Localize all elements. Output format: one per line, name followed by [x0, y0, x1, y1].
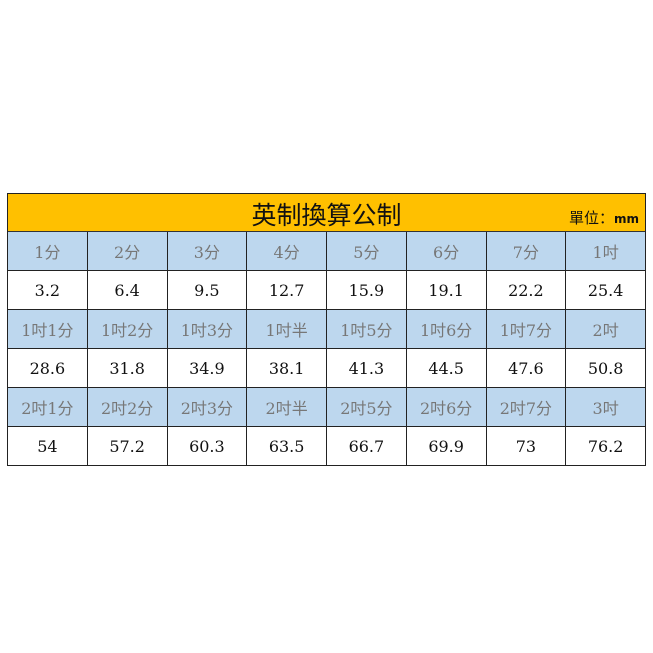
header-cell: 5分 [327, 232, 407, 270]
value-cell: 12.7 [247, 271, 327, 309]
table-title: 英制換算公制 [251, 201, 402, 230]
header-cell: 1吋2分 [87, 310, 168, 348]
header-row: 1吋1分 1吋2分 1吋3分 1吋半 1吋5分 1吋6分 1吋7分 2吋 [8, 310, 645, 349]
unit-prefix: 單位： [568, 209, 614, 227]
header-cell: 2吋半 [247, 388, 327, 426]
header-cell: 2吋1分 [8, 388, 88, 426]
header-cell: 2吋2分 [87, 388, 168, 426]
value-cell: 3.2 [8, 271, 88, 309]
value-cell: 47.6 [486, 349, 567, 387]
unit-label: 單位：mm [569, 207, 639, 228]
header-cell: 4分 [247, 232, 327, 270]
value-cell: 60.3 [167, 427, 248, 465]
value-cell: 63.5 [247, 427, 327, 465]
value-cell: 69.9 [406, 427, 487, 465]
value-cell: 41.3 [327, 349, 407, 387]
value-row: 54 57.2 60.3 63.5 66.7 69.9 73 76.2 [8, 427, 645, 465]
header-cell: 1吋3分 [167, 310, 248, 348]
value-cell: 31.8 [87, 349, 168, 387]
conversion-table: 英制換算公制 單位：mm 1分 2分 3分 4分 5分 6分 7分 1吋 3.2 6.4 9.5 12… [7, 193, 646, 466]
value-cell: 22.2 [486, 271, 567, 309]
header-cell: 3吋 [566, 388, 645, 426]
header-cell: 1吋 [566, 232, 645, 270]
header-cell: 1吋6分 [406, 310, 487, 348]
header-cell: 2分 [87, 232, 168, 270]
header-cell: 1吋半 [247, 310, 327, 348]
value-row: 28.6 31.8 34.9 38.1 41.3 44.5 47.6 50.8 [8, 349, 645, 388]
unit-value: mm [613, 212, 639, 226]
value-cell: 6.4 [87, 271, 168, 309]
header-cell: 1分 [8, 232, 88, 270]
header-cell: 1吋7分 [486, 310, 567, 348]
value-cell: 50.8 [566, 349, 645, 387]
header-cell: 2吋3分 [167, 388, 248, 426]
value-cell: 19.1 [406, 271, 487, 309]
header-cell: 7分 [486, 232, 567, 270]
title-bar: 英制換算公制 單位：mm [8, 194, 645, 232]
value-cell: 38.1 [247, 349, 327, 387]
value-cell: 54 [8, 427, 88, 465]
header-cell: 3分 [167, 232, 248, 270]
header-cell: 1吋5分 [327, 310, 407, 348]
header-cell: 2吋5分 [327, 388, 407, 426]
value-cell: 25.4 [566, 271, 645, 309]
value-row: 3.2 6.4 9.5 12.7 15.9 19.1 22.2 25.4 [8, 271, 645, 310]
header-cell: 2吋 [566, 310, 645, 348]
header-cell: 6分 [406, 232, 487, 270]
header-cell: 2吋7分 [486, 388, 567, 426]
value-cell: 34.9 [167, 349, 248, 387]
header-cell: 2吋6分 [406, 388, 487, 426]
value-cell: 76.2 [566, 427, 645, 465]
value-cell: 44.5 [406, 349, 487, 387]
header-row: 1分 2分 3分 4分 5分 6分 7分 1吋 [8, 232, 645, 271]
value-cell: 15.9 [327, 271, 407, 309]
value-cell: 73 [486, 427, 567, 465]
value-cell: 28.6 [8, 349, 88, 387]
value-cell: 9.5 [167, 271, 248, 309]
header-row: 2吋1分 2吋2分 2吋3分 2吋半 2吋5分 2吋6分 2吋7分 3吋 [8, 388, 645, 427]
value-cell: 66.7 [327, 427, 407, 465]
header-cell: 1吋1分 [8, 310, 88, 348]
value-cell: 57.2 [87, 427, 168, 465]
